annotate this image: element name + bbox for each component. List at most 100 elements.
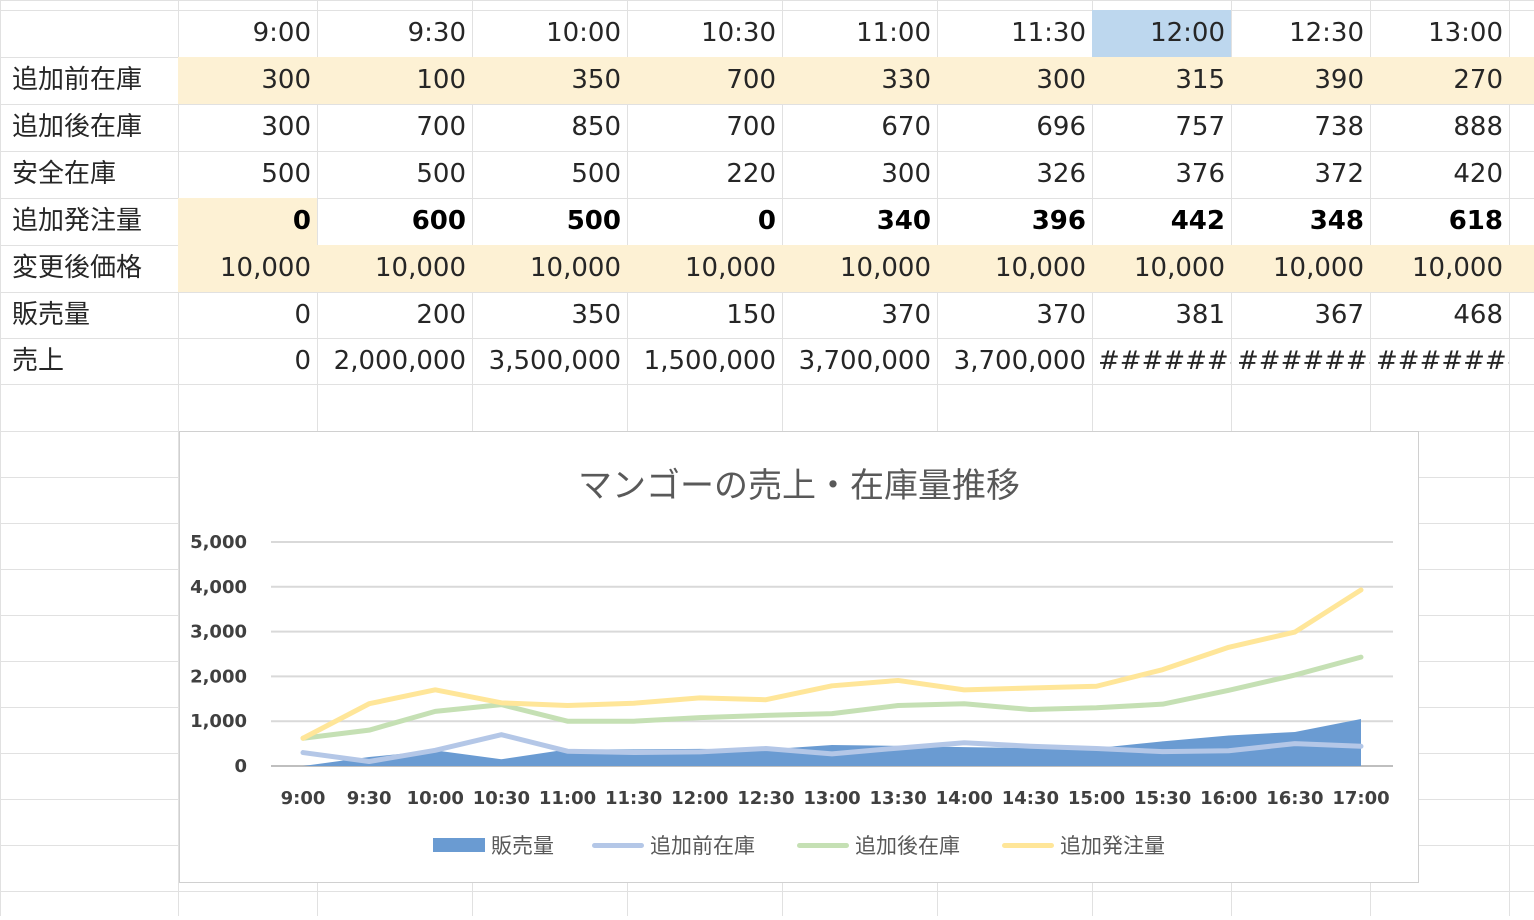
data-cell[interactable]: 100: [317, 57, 472, 104]
time-header-cell[interactable]: 9:00: [178, 10, 317, 57]
data-cell[interactable]: #######: [1092, 338, 1231, 384]
legend-label: 追加後在庫: [855, 830, 960, 860]
data-cell[interactable]: 10,000: [782, 245, 937, 292]
data-cell[interactable]: 300: [937, 57, 1092, 104]
data-cell[interactable]: 500: [317, 151, 472, 198]
data-cell[interactable]: #######: [1370, 338, 1509, 384]
data-cell[interactable]: #######: [1231, 338, 1370, 384]
data-cell[interactable]: 420: [1370, 151, 1509, 198]
data-cell[interactable]: 381: [1092, 292, 1231, 338]
time-header-cell[interactable]: 13:00: [1370, 10, 1509, 57]
data-cell[interactable]: 10,000: [627, 245, 782, 292]
x-tick-label: 11:00: [539, 788, 596, 809]
x-tick-label: 10:00: [407, 788, 464, 809]
data-cell[interactable]: 350: [472, 57, 627, 104]
data-cell[interactable]: 500: [472, 151, 627, 198]
data-cell[interactable]: 370: [937, 292, 1092, 338]
data-cell[interactable]: 1,500,000: [627, 338, 782, 384]
data-cell[interactable]: 340: [782, 198, 937, 245]
data-cell[interactable]: 888: [1370, 104, 1509, 151]
time-header-cell[interactable]: 9:30: [317, 10, 472, 57]
data-cell[interactable]: 315: [1092, 57, 1231, 104]
time-header-cell[interactable]: 12:00: [1092, 10, 1231, 57]
data-cell[interactable]: 468: [1370, 292, 1509, 338]
data-cell[interactable]: 150: [627, 292, 782, 338]
data-cell[interactable]: 10,000: [937, 245, 1092, 292]
data-cell[interactable]: 10,000: [317, 245, 472, 292]
time-header-cell[interactable]: 12:30: [1231, 10, 1370, 57]
row-label-cell[interactable]: 追加前在庫: [0, 57, 178, 104]
data-cell[interactable]: 700: [317, 104, 472, 151]
time-header-cell[interactable]: 10:00: [472, 10, 627, 57]
data-cell[interactable]: 200: [317, 292, 472, 338]
data-cell[interactable]: 10,000: [472, 245, 627, 292]
row-label-cell[interactable]: 追加後在庫: [0, 104, 178, 151]
data-cell[interactable]: 367: [1231, 292, 1370, 338]
data-cell[interactable]: 372: [1231, 151, 1370, 198]
data-cell[interactable]: 500: [178, 151, 317, 198]
legend-label: 追加前在庫: [650, 830, 755, 860]
data-cell[interactable]: 300: [178, 57, 317, 104]
data-cell[interactable]: 696: [937, 104, 1092, 151]
data-cell[interactable]: 3,700,000: [782, 338, 937, 384]
data-cell[interactable]: 370: [782, 292, 937, 338]
x-tick-label: 14:30: [1002, 788, 1059, 809]
data-cell[interactable]: 330: [782, 57, 937, 104]
row-label-cell[interactable]: 変更後価格: [0, 245, 178, 292]
data-cell[interactable]: 390: [1231, 57, 1370, 104]
data-cell[interactable]: 2,000,000: [317, 338, 472, 384]
time-header-cell[interactable]: 10:30: [627, 10, 782, 57]
data-cell[interactable]: 300: [782, 151, 937, 198]
y-tick-label: 2,000: [190, 666, 247, 687]
data-cell[interactable]: 348: [1231, 198, 1370, 245]
data-cell[interactable]: 220: [627, 151, 782, 198]
series-line-2: [303, 657, 1361, 738]
data-cell[interactable]: 10,000: [1092, 245, 1231, 292]
data-cell[interactable]: 700: [627, 104, 782, 151]
data-cell[interactable]: 376: [1092, 151, 1231, 198]
data-cell[interactable]: 270: [1370, 57, 1509, 104]
data-cell[interactable]: 350: [472, 292, 627, 338]
row-label-cell[interactable]: 売上: [0, 338, 178, 384]
data-cell[interactable]: 757: [1092, 104, 1231, 151]
x-tick-label: 12:30: [737, 788, 794, 809]
data-cell[interactable]: 500: [472, 198, 627, 245]
data-cell[interactable]: 0: [627, 198, 782, 245]
data-cell[interactable]: 600: [317, 198, 472, 245]
time-header-cell[interactable]: 11:00: [782, 10, 937, 57]
x-tick-label: 12:00: [671, 788, 728, 809]
data-cell[interactable]: 442: [1092, 198, 1231, 245]
data-cell[interactable]: 3,500,000: [472, 338, 627, 384]
legend-item: 販売量: [433, 830, 554, 860]
data-cell[interactable]: 10,000: [178, 245, 317, 292]
data-cell[interactable]: 0: [178, 338, 317, 384]
y-tick-label: 3,000: [190, 622, 247, 643]
data-cell[interactable]: 300: [178, 104, 317, 151]
legend-swatch: [433, 838, 485, 852]
legend-label: 追加発注量: [1060, 830, 1165, 860]
row-label-cell[interactable]: 安全在庫: [0, 151, 178, 198]
data-cell[interactable]: 738: [1231, 104, 1370, 151]
data-cell[interactable]: 10,000: [1231, 245, 1370, 292]
data-cell[interactable]: 10,000: [1370, 245, 1509, 292]
data-cell[interactable]: 850: [472, 104, 627, 151]
x-tick-label: 9:00: [281, 788, 326, 809]
data-cell[interactable]: 618: [1370, 198, 1509, 245]
legend-swatch: [1002, 843, 1054, 848]
data-cell[interactable]: 0: [178, 292, 317, 338]
row-label-cell[interactable]: 追加発注量: [0, 198, 178, 245]
x-tick-label: 9:30: [347, 788, 392, 809]
row-label-cell[interactable]: 販売量: [0, 292, 178, 338]
legend-swatch: [797, 843, 849, 848]
highlight-fill: [1509, 57, 1534, 104]
time-header-cell[interactable]: 11:30: [937, 10, 1092, 57]
x-tick-label: 16:00: [1200, 788, 1257, 809]
data-cell[interactable]: 700: [627, 57, 782, 104]
data-cell[interactable]: 0: [178, 198, 317, 245]
data-cell[interactable]: 3,700,000: [937, 338, 1092, 384]
data-cell[interactable]: 326: [937, 151, 1092, 198]
data-cell[interactable]: 670: [782, 104, 937, 151]
data-cell[interactable]: 396: [937, 198, 1092, 245]
legend-item: 追加後在庫: [797, 830, 960, 860]
